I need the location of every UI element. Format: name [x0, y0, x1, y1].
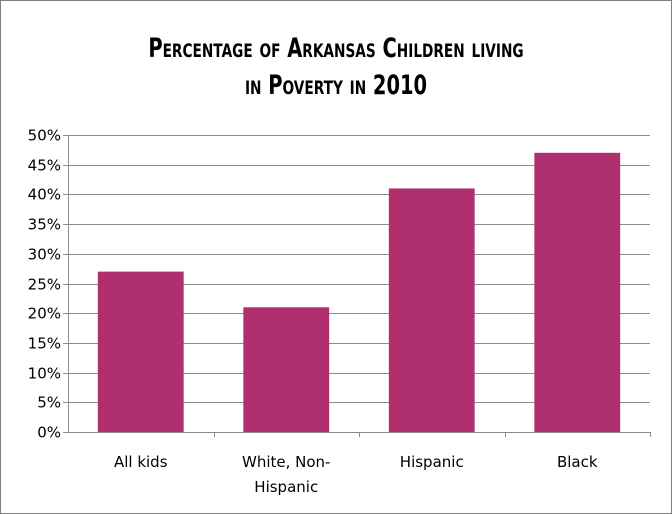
- x-tick-label: White, Non-Hispanic: [242, 453, 330, 496]
- bar: [98, 272, 184, 432]
- y-tick-label: 5%: [37, 394, 61, 412]
- y-tick-label: 20%: [28, 305, 61, 323]
- x-tick-label: Black: [557, 453, 598, 471]
- y-tick-label: 50%: [28, 127, 61, 145]
- x-tick-label: Hispanic: [400, 453, 464, 471]
- y-tick-label: 30%: [28, 246, 61, 264]
- y-tick-label: 10%: [28, 365, 61, 383]
- y-tick-label: 0%: [37, 424, 61, 442]
- y-tick-label: 45%: [28, 157, 61, 175]
- y-tick-label: 25%: [28, 276, 61, 294]
- y-tick-label: 15%: [28, 335, 61, 353]
- x-tick-label: All kids: [114, 453, 168, 471]
- y-tick-label: 35%: [28, 216, 61, 234]
- y-tick-label: 40%: [28, 186, 61, 204]
- bar: [243, 307, 329, 432]
- bar: [389, 188, 475, 432]
- bar: [534, 153, 620, 432]
